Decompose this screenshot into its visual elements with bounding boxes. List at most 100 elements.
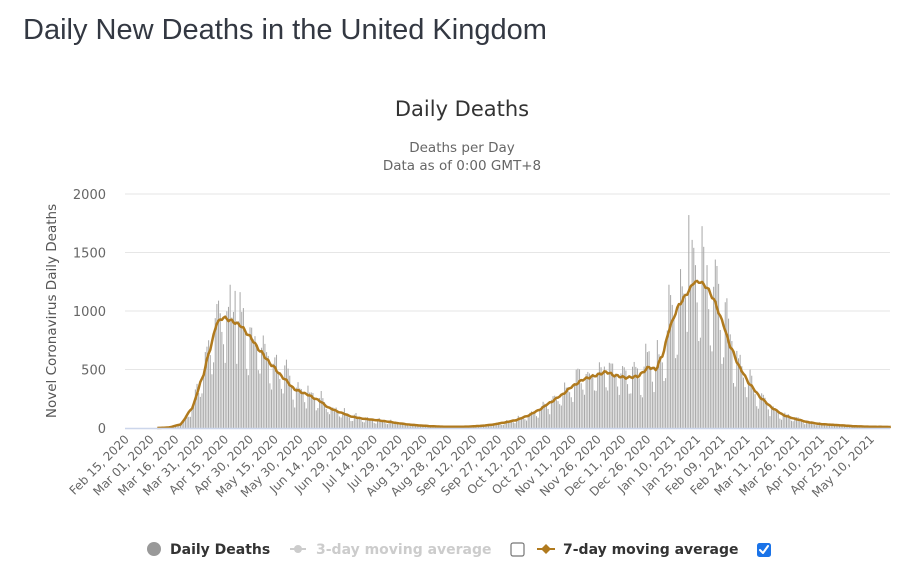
daily-deaths-bar <box>368 418 370 428</box>
daily-deaths-bar <box>539 410 541 428</box>
daily-deaths-bar <box>206 346 208 428</box>
daily-deaths-bar <box>800 421 802 428</box>
daily-deaths-bar <box>328 414 331 428</box>
daily-deaths-bar <box>602 372 604 428</box>
line-marker-dot-icon <box>294 545 302 553</box>
daily-deaths-bar <box>751 375 753 428</box>
daily-deaths-bar <box>555 399 557 428</box>
daily-deaths-bar <box>264 343 266 428</box>
daily-deaths-bar <box>213 362 215 428</box>
daily-deaths-bar <box>746 397 748 428</box>
daily-deaths-bar <box>620 373 622 428</box>
daily-deaths-bar <box>208 340 210 428</box>
daily-deaths-bar <box>545 404 547 428</box>
daily-deaths-bar <box>550 399 552 428</box>
daily-deaths-bar <box>610 363 612 428</box>
daily-deaths-bar <box>728 318 730 428</box>
daily-deaths-bar <box>317 408 319 428</box>
daily-deaths-bar <box>236 363 238 428</box>
daily-deaths-bar <box>744 387 746 428</box>
daily-deaths-bar <box>345 413 347 428</box>
daily-deaths-bar <box>226 311 228 428</box>
y-tick-label: 1000 <box>73 305 106 320</box>
daily-deaths-bar <box>516 419 518 428</box>
daily-deaths-bar <box>762 394 764 428</box>
daily-deaths-bar <box>797 417 799 428</box>
daily-deaths-bar <box>188 416 190 428</box>
daily-deaths-bar <box>804 424 806 428</box>
daily-deaths-bar <box>232 311 234 428</box>
legend-item-daily-deaths[interactable]: Daily Deaths <box>147 542 270 558</box>
daily-deaths-bar <box>300 389 302 428</box>
daily-deaths-bar <box>526 420 528 428</box>
daily-deaths-bar <box>794 417 796 428</box>
daily-deaths-bar <box>719 329 721 428</box>
daily-deaths-bar <box>360 419 362 428</box>
daily-deaths-bar <box>645 343 647 428</box>
daily-deaths-bar <box>848 426 850 428</box>
legend-label-7-day-average: 7-day moving average <box>563 542 739 558</box>
daily-deaths-bar <box>271 389 273 428</box>
legend-item-7-day-average[interactable]: 7-day moving average <box>537 542 739 558</box>
daily-deaths-bar <box>850 426 852 428</box>
daily-deaths-bar <box>641 397 643 428</box>
daily-deaths-bar <box>285 359 287 428</box>
daily-deaths-bar <box>385 423 387 428</box>
daily-deaths-bar <box>261 347 263 428</box>
daily-deaths-bar <box>534 412 536 428</box>
daily-deaths-bar <box>332 407 334 428</box>
daily-deaths-bar <box>181 421 183 428</box>
daily-deaths-bar <box>415 425 417 428</box>
daily-deaths-bar <box>689 284 691 428</box>
daily-deaths-bar <box>646 352 648 428</box>
daily-deaths-bar <box>607 390 609 428</box>
daily-deaths-bar <box>320 391 322 428</box>
daily-deaths-bar <box>410 426 412 428</box>
daily-deaths-bar <box>623 367 625 428</box>
daily-deaths-bar <box>367 417 369 428</box>
daily-deaths-bar <box>247 375 249 428</box>
daily-deaths-bar <box>211 374 213 428</box>
checkbox-3-day-average[interactable] <box>510 542 525 557</box>
daily-deaths-bar <box>774 408 776 428</box>
daily-deaths-bar <box>579 369 581 428</box>
daily-deaths-bar <box>769 416 771 428</box>
daily-deaths-bar <box>635 366 637 428</box>
daily-deaths-bar <box>785 414 788 428</box>
daily-deaths-bar <box>577 368 579 428</box>
daily-deaths-bar <box>375 423 377 428</box>
checkmark-icon <box>759 545 769 554</box>
daily-deaths-bar <box>807 420 809 428</box>
daily-deaths-bar <box>567 387 569 428</box>
diamond-marker-icon <box>541 544 551 554</box>
daily-deaths-bar <box>524 419 526 428</box>
daily-deaths-bar <box>511 421 513 428</box>
daily-deaths-bar <box>509 420 511 428</box>
daily-deaths-bar <box>413 424 415 428</box>
daily-deaths-bar <box>342 412 344 428</box>
daily-deaths-bar <box>789 417 791 428</box>
daily-deaths-bar <box>633 361 635 428</box>
daily-deaths-bar <box>754 394 756 428</box>
daily-deaths-bar <box>686 331 688 428</box>
checkbox-unchecked-icon[interactable] <box>510 542 525 557</box>
daily-deaths-bar <box>494 423 496 428</box>
daily-deaths-bar <box>254 336 256 428</box>
daily-deaths-bar <box>340 417 342 428</box>
daily-deaths-bar <box>643 366 645 428</box>
daily-deaths-bar <box>406 424 408 428</box>
legend-item-3-day-average[interactable]: 3-day moving average <box>290 542 492 558</box>
daily-deaths-bar <box>305 408 307 428</box>
daily-deaths-bar <box>542 401 544 428</box>
daily-deaths-bar <box>335 407 337 428</box>
daily-deaths-bar <box>489 426 491 428</box>
daily-deaths-bar <box>201 393 203 428</box>
daily-deaths-bar <box>779 418 781 428</box>
daily-deaths-bar <box>650 369 652 428</box>
daily-deaths-bar <box>671 304 673 428</box>
checkbox-7-day-average[interactable] <box>757 543 771 557</box>
daily-deaths-bar <box>595 390 597 428</box>
daily-deaths-bar <box>314 399 316 428</box>
daily-deaths-bar <box>592 373 594 428</box>
daily-deaths-bar <box>269 383 271 428</box>
